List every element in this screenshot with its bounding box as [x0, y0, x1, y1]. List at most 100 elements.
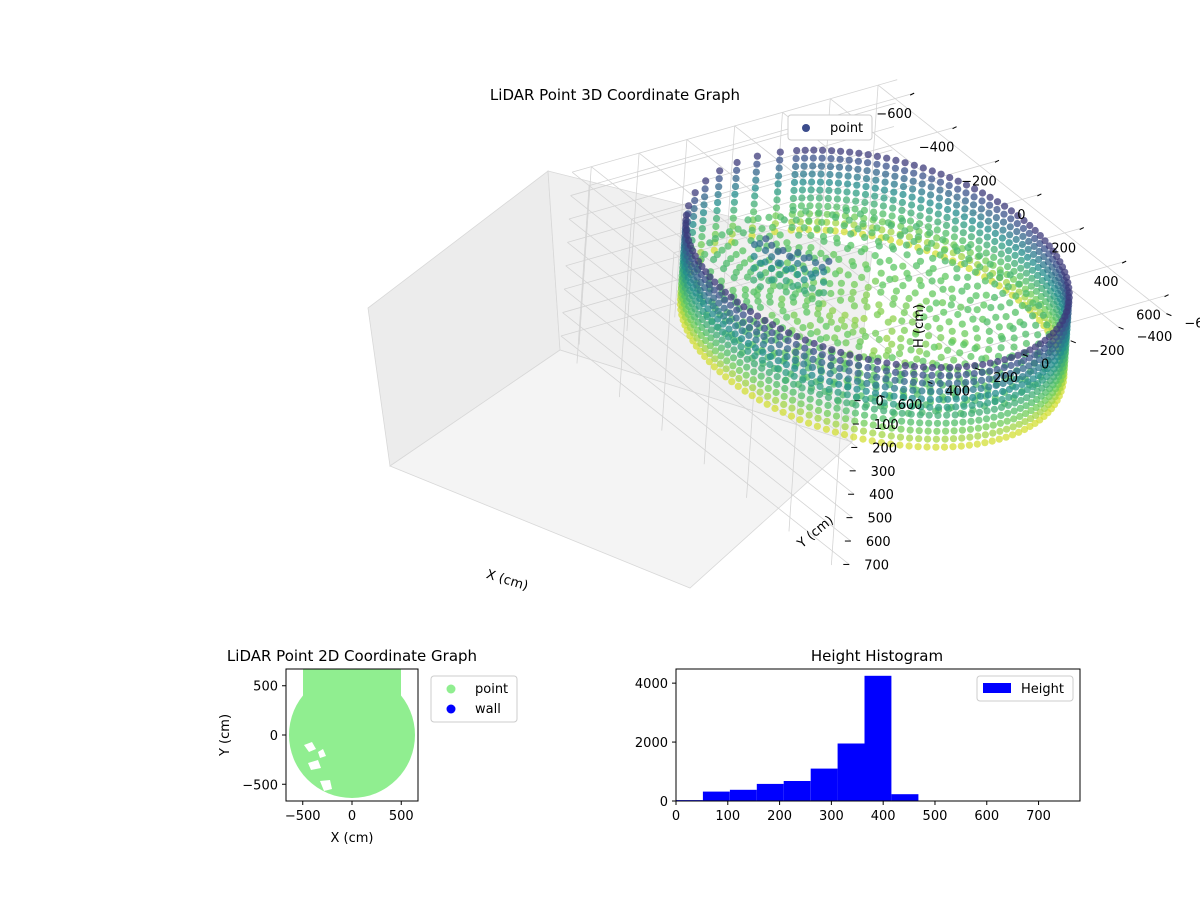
- histogram-title: Height Histogram: [811, 647, 943, 665]
- chart-3d-point: [878, 431, 886, 439]
- chart-3d-point: [982, 291, 990, 299]
- chart-3d-point: [1035, 302, 1043, 310]
- chart-3d-point: [897, 425, 905, 433]
- chart-3d-point: [879, 423, 887, 431]
- chart-3d-point: [1006, 231, 1014, 239]
- chart-2d-y-axis-label: Y (cm): [218, 714, 233, 757]
- chart-3d-ticks: −600 −400 −200 0 200 400 600 −600 −400 −200 0 200 40…: [843, 92, 1200, 573]
- chart-3d-point: [941, 272, 949, 280]
- chart-3d-point: [922, 297, 930, 305]
- chart-3d-point: [933, 427, 941, 435]
- chart-3d-z-tick-label: 0: [875, 395, 883, 410]
- chart-3d-point: [928, 363, 937, 372]
- chart-3d-point: [838, 316, 846, 324]
- chart-3d-point: [816, 390, 824, 399]
- grid-line-z: [563, 288, 853, 518]
- chart-3d-point: [981, 265, 989, 273]
- chart-3d-point: [935, 395, 943, 403]
- chart-2d-point-region-fill-top: [303, 669, 401, 697]
- chart-3d-point: [842, 196, 851, 204]
- chart-3d-point: [892, 368, 900, 376]
- chart-3d-z-tick-label: 500: [867, 512, 892, 527]
- chart-3d-point: [973, 440, 981, 448]
- chart-3d-point: [714, 191, 722, 199]
- chart-3d-point: [940, 308, 948, 316]
- chart-3d-point: [1020, 349, 1028, 357]
- chart-3d-point: [885, 256, 893, 265]
- chart-3d-point: [708, 318, 716, 326]
- chart-3d-point: [801, 336, 810, 344]
- chart-3d-point: [711, 278, 719, 286]
- chart-3d-point: [790, 372, 798, 380]
- chart-3d-point: [936, 379, 944, 388]
- chart-3d: LiDAR Point 3D Coordinate Graph −600 −400…: [367, 79, 1200, 594]
- chart-3d-point: [927, 387, 935, 395]
- chart-3d-point: [942, 229, 950, 237]
- chart-3d-point: [983, 407, 991, 415]
- chart-3d-point: [862, 175, 871, 183]
- chart-3d-point: [997, 403, 1006, 411]
- chart-3d-point: [915, 427, 923, 435]
- chart-3d-point: [792, 348, 800, 357]
- chart-3d-point: [997, 344, 1005, 352]
- chart-3d-point: [870, 405, 879, 413]
- chart-3d-legend-label: point: [830, 121, 863, 136]
- chart-3d-point: [986, 359, 994, 367]
- chart-3d-point: [971, 185, 979, 193]
- chart-3d-point: [792, 162, 800, 171]
- chart-3d-point: [808, 284, 816, 292]
- chart-3d-point: [868, 229, 876, 237]
- chart-3d-point: [1003, 417, 1011, 425]
- chart-3d-point: [962, 370, 970, 379]
- chart-3d-point: [948, 285, 956, 293]
- chart-3d-point: [882, 352, 891, 360]
- chart-3d-point: [899, 217, 907, 225]
- chart-3d-point: [732, 250, 740, 259]
- chart-3d-point: [1012, 375, 1021, 383]
- chart-3d-point: [776, 282, 784, 290]
- chart-2d-ticks: −500 0 500 500 0 −500: [242, 680, 413, 824]
- chart-3d-point: [950, 356, 958, 364]
- chart-3d-point: [722, 373, 730, 381]
- chart-3d-point: [967, 352, 975, 361]
- chart-3d-point: [1022, 277, 1030, 285]
- chart-3d-point: [717, 277, 726, 285]
- chart-3d-point: [1010, 407, 1018, 415]
- chart-3d-point: [837, 288, 845, 296]
- chart-3d-point: [1012, 235, 1020, 244]
- chart-3d-point: [828, 147, 836, 155]
- chart-3d-point: [982, 423, 990, 431]
- chart-3d-point: [1039, 311, 1047, 319]
- chart-3d-point: [715, 175, 723, 183]
- chart-3d-point: [907, 410, 915, 418]
- chart-3d-point: [974, 424, 983, 432]
- chart-3d-point: [1017, 264, 1025, 272]
- chart-3d-point: [703, 321, 711, 329]
- chart-3d-point: [937, 353, 945, 361]
- chart-3d-point: [707, 326, 716, 334]
- chart-3d-point: [869, 421, 877, 429]
- chart-3d-point: [854, 369, 862, 377]
- chart-3d-point: [1032, 321, 1040, 329]
- chart-3d-point: [846, 351, 854, 359]
- chart-3d-point: [817, 162, 826, 170]
- chart-3d-point: [925, 269, 933, 277]
- chart-3d-point: [817, 367, 825, 375]
- chart-3d-point: [924, 435, 932, 443]
- chart-3d-point: [1031, 226, 1039, 235]
- chart-3d-point: [939, 285, 947, 293]
- chart-3d-point: [972, 325, 980, 333]
- chart-3d-point: [968, 217, 977, 225]
- chart-3d-point: [815, 398, 823, 406]
- chart-3d-point: [978, 189, 987, 197]
- chart-3d-point: [776, 325, 785, 333]
- chart-3d-point: [807, 379, 815, 387]
- chart-3d-point: [1024, 245, 1032, 253]
- histogram-frame: [675, 668, 1081, 802]
- chart-3d-point: [996, 273, 1004, 282]
- chart-3d-point: [933, 226, 941, 234]
- chart-3d-point: [1019, 232, 1027, 240]
- chart-3d-point: [965, 255, 973, 263]
- chart-3d-point: [1056, 258, 1064, 266]
- chart-3d-point: [760, 332, 768, 340]
